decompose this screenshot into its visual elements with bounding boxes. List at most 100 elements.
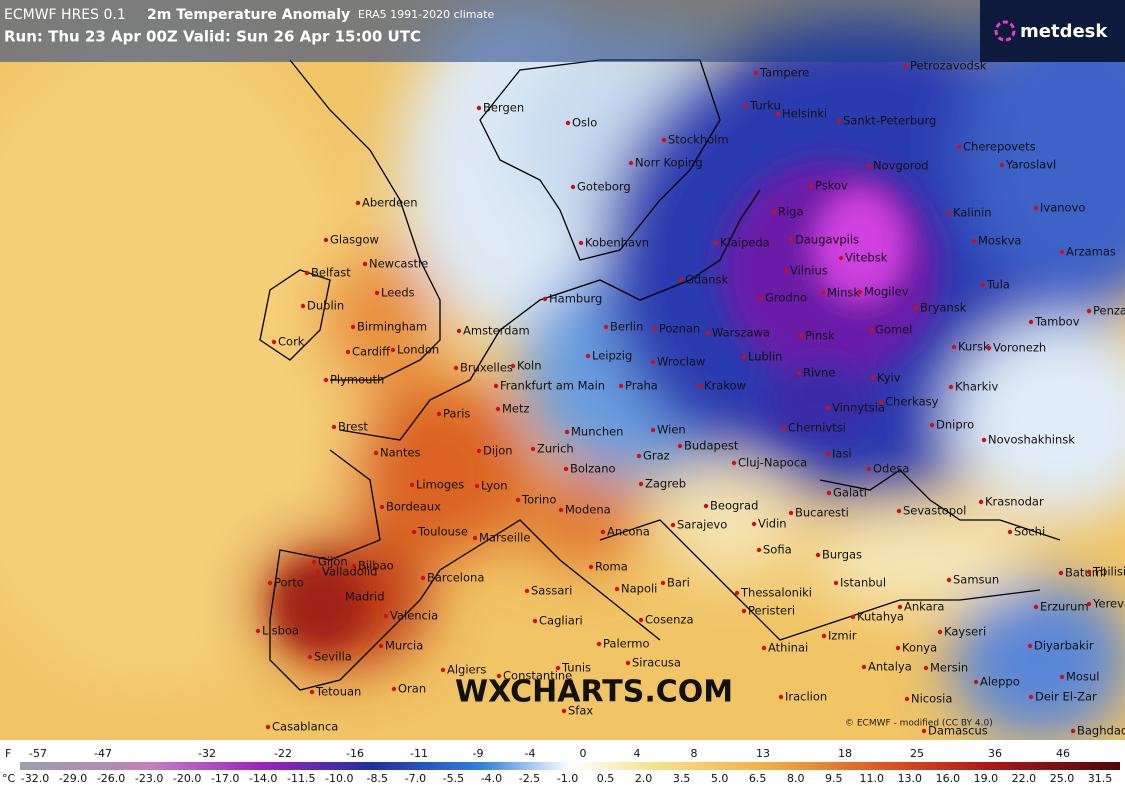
city-label: Leipzig (592, 349, 632, 363)
city-label: Norr Koping (635, 156, 703, 170)
legend-c-label: 3.5 (673, 772, 691, 785)
city-dot (678, 277, 684, 283)
city-dot (411, 529, 417, 535)
city-label: Burgas (822, 548, 862, 562)
city-dot (524, 588, 530, 594)
city-dot (904, 696, 910, 702)
city-label: Aleppo (980, 675, 1020, 689)
city-dot (921, 728, 927, 734)
city-dot (625, 660, 631, 666)
city-label: Kyiv (877, 371, 901, 385)
city-dot (923, 665, 929, 671)
city-dot (1058, 570, 1064, 576)
city-dot (307, 654, 313, 660)
city-label: Petrozavodsk (910, 59, 987, 73)
city-label: Amsterdam (463, 324, 530, 338)
city-dot (453, 365, 459, 371)
legend-f-label: -4 (525, 747, 536, 760)
city-dot (821, 633, 827, 639)
city-dot (476, 448, 482, 454)
city-dot (351, 563, 357, 569)
city-dot (267, 580, 273, 586)
city-label: Bilbao (358, 559, 394, 573)
legend-c-label: 16.0 (936, 772, 961, 785)
city-label: Bolzano (570, 462, 616, 476)
city-label: Algiers (447, 663, 486, 677)
city-label: Nantes (380, 446, 421, 460)
city-label: Sfax (568, 704, 593, 718)
city-label: Voronezh (993, 341, 1046, 355)
city-dot (1086, 569, 1092, 575)
city-dot (878, 399, 884, 405)
city-dot (493, 383, 499, 389)
city-dot (1033, 604, 1039, 610)
city-dot (775, 111, 781, 117)
city-label: Lublin (748, 350, 782, 364)
legend-f-label: 18 (838, 747, 852, 760)
city-dot (476, 105, 482, 111)
city-label: Athinai (768, 641, 808, 655)
city-dot (903, 63, 909, 69)
city-label: Sarajevo (677, 518, 727, 532)
city-label: Mersin (930, 661, 968, 675)
header-title: 2m Temperature Anomaly (147, 7, 350, 23)
city-label: Cluj-Napoca (738, 456, 807, 470)
city-label: Deir El-Zar (1035, 690, 1097, 704)
city-dot (781, 425, 787, 431)
city-dot (978, 499, 984, 505)
legend-c-label: -7.0 (405, 772, 426, 785)
city-label: Koln (517, 359, 542, 373)
city-label: Plymouth (330, 373, 384, 387)
city-label: Turku (749, 99, 781, 113)
city-dot (515, 497, 521, 503)
city-label: Porto (274, 576, 304, 590)
legend-c-label: 22.0 (1012, 772, 1037, 785)
logo: metdesk (1020, 21, 1108, 42)
legend-c-label: 11.0 (860, 772, 885, 785)
city-dot (374, 290, 380, 296)
city-label: Munchen (571, 425, 623, 439)
city-dot (373, 450, 379, 456)
city-dot (946, 210, 952, 216)
city-dot (753, 70, 759, 76)
city-dot (697, 383, 703, 389)
city-dot (895, 645, 901, 651)
city-dot (563, 466, 569, 472)
city-label: Galati (833, 486, 867, 500)
city-dot (670, 522, 676, 528)
city-label: Hamburg (549, 292, 602, 306)
legend-f-label: -57 (29, 747, 47, 760)
city-dot (796, 370, 802, 376)
city-label: Beograd (710, 499, 758, 513)
city-label: Tbilisi (1092, 565, 1125, 579)
city-label: Klaipeda (720, 236, 770, 250)
city-label: Iraclion (785, 690, 827, 704)
city-dot (660, 580, 666, 586)
city-label: Bordeaux (386, 500, 441, 514)
city-dot (652, 326, 658, 332)
city-dot (614, 586, 620, 592)
city-label: Vitebsk (845, 251, 888, 265)
city-label: London (397, 343, 439, 357)
city-dot (999, 162, 1005, 168)
city-dot (1007, 529, 1013, 535)
city-dot (636, 453, 642, 459)
city-dot (820, 290, 826, 296)
city-dot (897, 604, 903, 610)
city-dot (731, 460, 737, 466)
city-dot (758, 295, 764, 301)
city-label: Zagreb (645, 477, 686, 491)
city-label: Tula (986, 278, 1010, 292)
legend-f-unit: F (5, 747, 11, 760)
city-dot (271, 339, 277, 345)
city-dot (1027, 643, 1033, 649)
city-dot (350, 324, 356, 330)
legend-f-label: 0 (580, 747, 587, 760)
city-label: Berlin (610, 320, 643, 334)
city-label: Pinsk (805, 329, 835, 343)
legend-c-label: -11.5 (287, 772, 315, 785)
legend-f-label: 25 (910, 747, 924, 760)
city-dot (1059, 674, 1065, 680)
city-label: Chernivtsi (788, 421, 846, 435)
city-dot (973, 679, 979, 685)
